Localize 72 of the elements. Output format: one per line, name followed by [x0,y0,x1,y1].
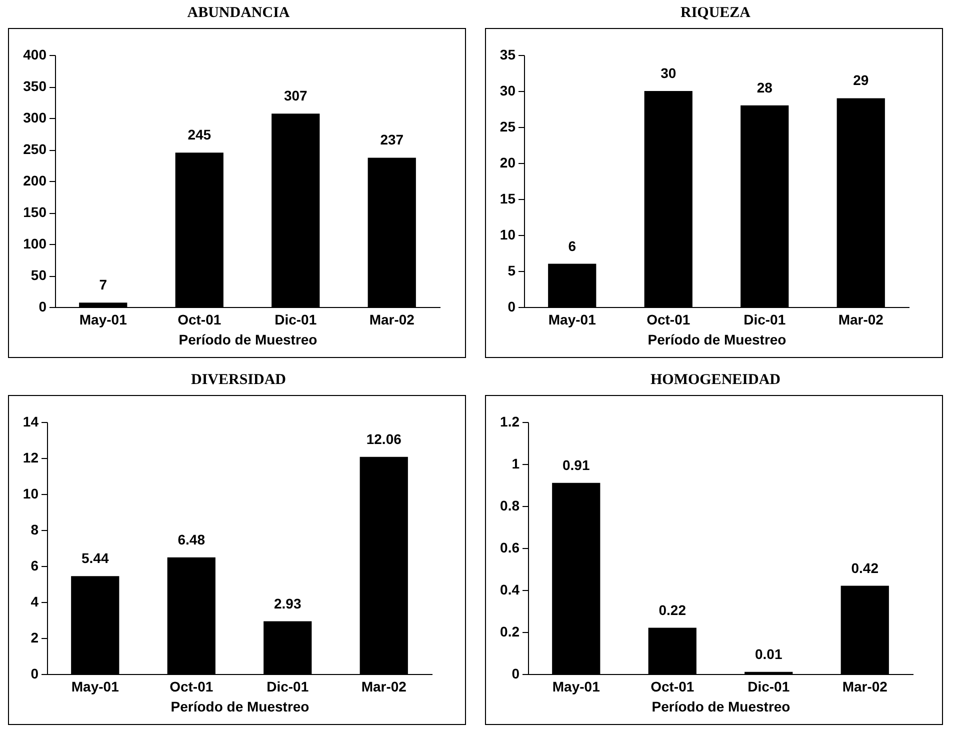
chart-title: RIQUEZA [679,4,752,23]
x-tick-label: Mar-02 [842,678,888,694]
x-axis-title: Período de Muestreo [178,332,318,348]
y-tick-label: 200 [23,172,47,188]
y-tick-label: 4 [30,594,39,610]
y-tick-label: 14 [22,414,39,430]
x-tick-label: Dic-01 [266,678,309,694]
data-label: 245 [188,126,212,143]
data-label: 0.22 [658,602,686,618]
y-tick-label: 0.6 [500,540,520,556]
x-tick-label: Dic-01 [744,312,786,328]
y-tick-label: 6 [30,558,39,574]
y-tick-label: 5 [508,262,516,278]
y-tick-label: 50 [30,267,47,283]
data-label: 0.42 [851,560,879,576]
y-tick-label: 100 [23,236,47,252]
data-label: 0.01 [755,646,782,662]
y-tick-label: 350 [23,78,47,94]
y-tick-label: 12 [22,450,39,466]
chart-title: ABUNDANCIA [186,4,291,23]
y-tick-label: 1 [512,456,520,472]
x-tick-label: May-01 [71,678,120,694]
y-tick-label: 10 [22,486,39,502]
y-tick-label: 15 [500,190,516,206]
y-tick-label: 300 [23,110,47,126]
x-tick-label: May-01 [552,678,600,694]
y-tick-label: 10 [500,226,516,242]
data-label: 237 [380,132,404,148]
x-tick-label: Oct-01 [170,678,214,694]
y-tick-label: 150 [23,204,47,220]
x-tick-label: May-01 [79,312,128,328]
data-label: 12.06 [366,430,402,447]
x-tick-label: Mar-02 [361,678,407,694]
y-tick-label: 0.2 [500,624,520,640]
chart-title: HOMOGENEIDAD [649,371,782,390]
x-tick-label: Dic-01 [274,312,317,328]
y-tick-label: 8 [30,522,39,538]
y-tick-label: 0.8 [500,498,520,514]
x-axis-title: Período de Muestreo [170,698,310,714]
x-tick-label: Oct-01 [178,312,222,328]
y-tick-label: 2 [30,630,39,646]
y-tick-label: 250 [23,141,47,157]
y-tick-label: 35 [500,46,516,62]
data-label: 7 [99,276,108,293]
y-tick-label: 400 [23,46,47,62]
data-label: 6.48 [178,531,206,548]
x-axis-title: Período de Muestreo [648,332,786,348]
data-label: 28 [756,79,773,96]
data-label: 29 [853,72,869,88]
y-tick-label: 30 [500,82,516,98]
y-tick-label: 0 [30,666,39,682]
y-tick-label: 20 [500,154,516,170]
y-tick-label: 0 [508,298,516,314]
data-label: 30 [660,65,676,81]
data-label: 6 [568,238,576,254]
data-label: 307 [284,88,308,104]
data-label: 2.93 [274,595,302,612]
data-label: 0.91 [562,456,590,473]
data-label: 5.44 [82,550,109,566]
x-tick-label: May-01 [548,312,596,328]
chart-title: DIVERSIDAD [190,371,288,390]
y-tick-label: 1.2 [500,414,520,430]
y-tick-label: 0 [512,666,520,682]
x-tick-label: Oct-01 [650,678,694,694]
x-axis-title: Período de Muestreo [652,698,790,714]
y-tick-label: 25 [500,118,516,134]
y-tick-label: 0.4 [500,582,520,598]
y-tick-label: 0 [38,298,47,314]
x-tick-label: Mar-02 [369,312,415,328]
x-tick-label: Dic-01 [748,678,790,694]
x-tick-label: Mar-02 [838,312,884,328]
x-tick-label: Oct-01 [646,312,690,328]
